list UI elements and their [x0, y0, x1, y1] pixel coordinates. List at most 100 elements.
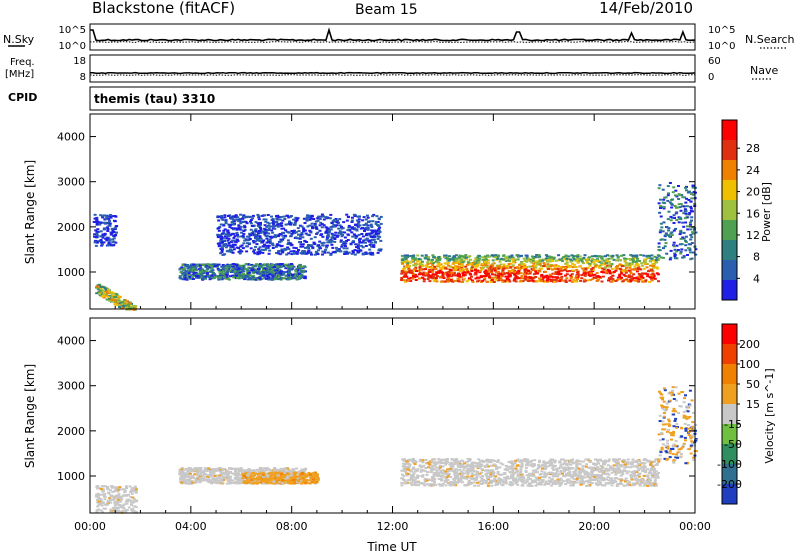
velocity-cell: [281, 479, 285, 482]
power-cell: [100, 244, 104, 247]
power-cell: [303, 240, 307, 243]
power-cell: [502, 279, 506, 282]
power-cell: [643, 262, 647, 265]
power-cell: [254, 234, 258, 237]
power-cell: [475, 265, 479, 268]
power-cell: [490, 278, 494, 281]
power-cell: [655, 261, 659, 264]
power-cell: [332, 223, 336, 226]
power-cell: [219, 239, 223, 242]
power-cell: [674, 194, 677, 197]
power-cell: [99, 230, 103, 233]
power-cell: [690, 242, 694, 244]
power-cell: [636, 257, 640, 260]
power-cell: [642, 254, 646, 257]
power-cell: [223, 276, 226, 279]
power-cell: [372, 234, 376, 237]
power-cell: [497, 267, 501, 270]
velocity-cell: [268, 469, 272, 472]
power-cell: [252, 241, 256, 244]
power-cell: [424, 272, 428, 275]
power-cell: [261, 230, 264, 233]
power-cell: [465, 280, 469, 283]
power-cell: [223, 214, 227, 217]
power-cell: [113, 296, 117, 299]
power-cell: [607, 257, 611, 260]
power-cell: [109, 292, 113, 295]
velocity-cell: [302, 482, 305, 485]
velocity-cell: [292, 482, 296, 485]
power-cell: [336, 219, 339, 222]
power-cell: [612, 271, 616, 273]
power-cell: [330, 222, 334, 225]
power-cell: [95, 222, 99, 225]
velocity-cell: [267, 473, 271, 475]
power-cell: [318, 229, 322, 232]
velocity-cell: [265, 481, 268, 483]
velocity-cell: [204, 479, 207, 482]
power-cell: [317, 246, 321, 248]
power-cell: [446, 278, 449, 281]
power-cell: [101, 233, 105, 236]
power-cell: [228, 244, 232, 247]
power-cell: [485, 265, 489, 268]
velocity-cell: [100, 504, 104, 507]
power-cell: [300, 265, 304, 268]
velocity-cell: [188, 472, 192, 475]
power-cell: [662, 247, 665, 250]
velocity-cell: [127, 498, 131, 501]
power-cell: [255, 236, 258, 239]
power-cell: [263, 224, 267, 227]
power-cell: [351, 250, 355, 253]
power-cell: [305, 216, 309, 219]
velocity-cell: [110, 486, 114, 489]
velocity-cell: [259, 478, 263, 481]
velocity-cell: [119, 505, 123, 508]
power-cell: [502, 258, 506, 261]
power-cell: [245, 222, 249, 225]
power-cell: [301, 236, 305, 239]
power-cell: [422, 271, 426, 274]
colorbar-tick-label: 28: [746, 142, 760, 155]
power-cell: [518, 267, 522, 270]
power-cell: [97, 284, 101, 287]
power-cell: [114, 233, 117, 236]
power-cell: [689, 209, 693, 212]
power-cell: [281, 231, 285, 234]
velocity-cell: [125, 487, 128, 489]
power-cell: [598, 275, 602, 278]
power-cell: [683, 217, 687, 220]
power-cell: [441, 271, 445, 274]
power-cell: [592, 258, 596, 261]
power-cell: [293, 277, 297, 280]
power-cell: [111, 230, 115, 232]
freq-tick-top: 18: [73, 56, 86, 67]
power-cell: [411, 258, 415, 261]
power-cell: [232, 248, 236, 251]
power-cell: [183, 274, 187, 277]
freq-series-line: [89, 71, 696, 75]
power-cell: [542, 265, 546, 268]
power-cell: [512, 279, 516, 282]
power-cell: [458, 254, 462, 257]
power-cell: [241, 235, 245, 237]
power-cell: [629, 280, 633, 282]
power-cell: [274, 269, 278, 272]
power-cell: [615, 254, 619, 257]
power-cell: [408, 271, 412, 274]
y-tick-label: 4000: [57, 131, 85, 144]
power-cell: [534, 266, 538, 269]
power-cell: [583, 278, 587, 281]
power-cell: [257, 248, 261, 251]
power-cell: [235, 265, 239, 268]
date-title: 14/Feb/2010: [599, 0, 693, 17]
power-cell: [641, 277, 645, 279]
colorbar-swatch: [722, 120, 737, 141]
power-cell: [229, 224, 233, 227]
power-cell: [329, 228, 333, 231]
power-cell: [561, 257, 565, 260]
velocity-cell: [291, 468, 295, 471]
power-cell: [641, 280, 645, 283]
power-cell: [668, 201, 672, 204]
power-cell: [190, 263, 194, 266]
